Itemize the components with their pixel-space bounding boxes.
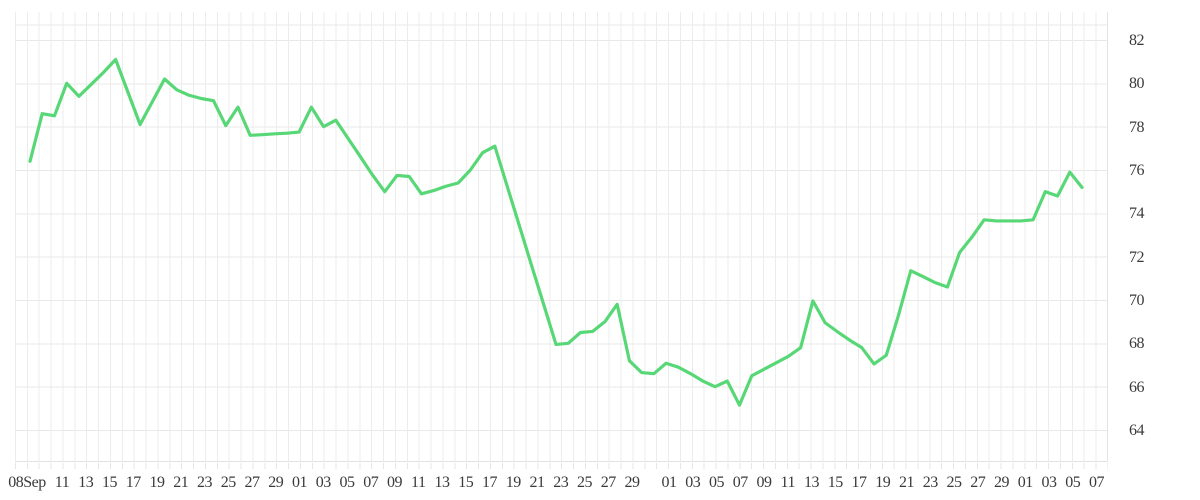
x-axis-label: 09 [387,474,403,491]
x-axis-label: 19 [505,474,522,491]
y-axis-label: 72 [1129,248,1145,266]
x-axis-label: 25 [220,474,237,491]
x-axis-label: 29 [268,474,284,491]
x-axis-label: 15 [827,474,844,491]
x-axis-label: 13 [78,474,94,491]
x-axis-label: 19 [875,474,891,491]
x-axis-label: 27 [244,474,261,491]
x-axis-label: 05 [1065,474,1081,491]
x-axis-label: 13 [434,474,451,491]
y-axis-label: 80 [1129,75,1145,93]
x-axis-label: 19 [149,474,166,491]
x-axis-label: 01 [661,474,678,491]
y-axis-label: 76 [1129,162,1145,179]
y-axis-label: 68 [1129,335,1145,353]
x-axis-label: 21 [173,474,189,491]
x-axis-label: 07 [1089,474,1105,491]
x-axis-label: 25 [577,474,593,491]
x-axis-tick-marks [15,463,1108,469]
x-axis-label: 17 [482,474,498,491]
y-axis-label: 82 [1129,32,1145,49]
x-axis-label: 01 [292,474,308,491]
y-axis-label: 70 [1129,292,1145,309]
y-axis-label: 78 [1129,118,1145,136]
x-axis-label: 25 [946,474,963,491]
y-axis-label: 66 [1129,378,1145,396]
x-axis-label: 03 [315,474,332,491]
x-axis-label: 23 [553,474,569,491]
x-axis-label: 05 [339,474,356,491]
x-axis-label: 07 [363,474,379,491]
x-axis-label: 29 [624,474,641,491]
x-axis-label: 05 [709,474,725,491]
x-axis-label: 11 [54,474,70,491]
y-axis-label: 64 [1129,422,1145,439]
x-axis-label: 11 [411,474,426,491]
x-axis-label: 11 [780,474,796,491]
x-axis-label: 17 [125,474,142,491]
x-axis-label: 15 [458,474,474,491]
x-axis-label: 08Sep [8,474,46,491]
x-axis-label: 01 [1017,474,1034,491]
x-axis-label: 09 [756,474,773,491]
x-axis-label: 21 [899,474,915,491]
x-axis-label: 13 [804,474,820,491]
x-axis-label: 07 [732,474,749,491]
x-axis-label: 27 [600,474,617,491]
x-axis-label: 03 [685,474,701,491]
plot-area [15,12,1108,462]
x-axis-label: 17 [851,474,868,491]
x-axis-label: 23 [197,474,213,491]
y-axis-label: 74 [1129,205,1145,223]
x-axis-label: 27 [970,474,986,491]
x-axis-label: 21 [529,474,546,491]
x-axis-label: 29 [994,474,1010,491]
x-axis-label: 15 [102,474,118,491]
x-axis-label: 03 [1041,474,1058,491]
x-axis-label: 23 [922,474,939,491]
